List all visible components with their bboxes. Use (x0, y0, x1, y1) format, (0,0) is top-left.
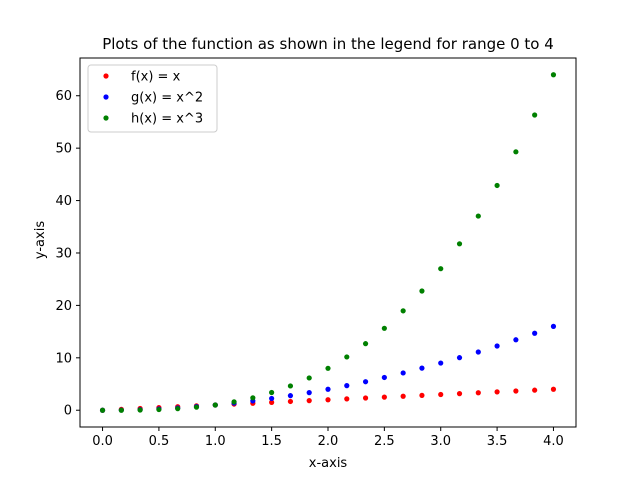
data-point (475, 390, 481, 396)
y-tick-label: 10 (55, 351, 72, 366)
legend-label: g(x) = x^2 (131, 91, 203, 106)
data-point (419, 365, 425, 371)
data-point (400, 308, 406, 314)
data-point (362, 341, 369, 347)
y-tick-label: 30 (55, 246, 72, 261)
data-point (381, 374, 387, 381)
data-point (344, 396, 350, 402)
data-point (306, 390, 312, 396)
x-tick-label: 3.0 (430, 434, 451, 449)
chart-title: Plots of the function as shown in the le… (102, 35, 554, 53)
data-point (494, 389, 500, 395)
data-point (137, 407, 143, 413)
data-point (306, 398, 312, 404)
data-point (475, 213, 481, 219)
x-axis-label: x-axis (309, 456, 348, 471)
data-point (550, 72, 557, 78)
x-tick-label: 4.0 (543, 434, 564, 449)
data-point (99, 407, 106, 413)
data-point (287, 383, 294, 389)
series-3 (99, 72, 557, 413)
data-point (400, 393, 406, 399)
x-tick-label: 2.5 (374, 434, 395, 449)
y-tick-label: 40 (55, 194, 72, 209)
data-point (475, 349, 481, 355)
data-point (325, 386, 331, 392)
data-point (438, 360, 444, 366)
data-point (269, 399, 275, 405)
data-point (456, 391, 463, 397)
data-point (287, 398, 294, 405)
data-point (118, 407, 124, 413)
data-point (175, 406, 181, 412)
x-tick-label: 1.0 (205, 434, 226, 449)
y-tick-label: 20 (55, 299, 72, 314)
y-tick-label: 50 (55, 142, 72, 157)
legend-label: f(x) = x (131, 70, 181, 85)
data-point (456, 241, 463, 247)
data-point (381, 325, 387, 331)
legend-marker (103, 115, 109, 121)
data-point (456, 355, 463, 361)
data-point (231, 399, 237, 405)
legend-label: h(x) = x^3 (131, 112, 203, 127)
x-tick-label: 0.0 (92, 434, 113, 449)
y-tick-label: 0 (64, 404, 72, 419)
x-tick-label: 2.0 (318, 434, 339, 449)
data-point (269, 395, 275, 402)
data-point (532, 112, 538, 118)
data-point (193, 404, 200, 410)
data-point (344, 354, 350, 360)
data-points (99, 72, 557, 413)
legend: f(x) = x g(x) = x^2 h(x) = x^3 (87, 64, 218, 133)
legend-marker (103, 73, 109, 79)
data-point (156, 406, 162, 413)
data-point (438, 266, 444, 272)
x-tick-label: 1.5 (261, 434, 282, 449)
y-axis-label: y-axis (33, 221, 48, 259)
data-point (438, 391, 444, 398)
data-point (250, 395, 256, 401)
data-point (532, 387, 538, 393)
data-point (513, 337, 519, 343)
legend-box (87, 64, 218, 133)
data-point (550, 386, 557, 392)
data-point (419, 392, 425, 398)
data-point (513, 388, 519, 394)
plot-frame (79, 57, 577, 428)
x-tick-label: 0.5 (149, 434, 170, 449)
data-point (344, 383, 350, 389)
data-point (494, 182, 500, 189)
data-point (212, 402, 218, 408)
data-point (325, 365, 331, 371)
data-point (494, 343, 500, 349)
data-point (306, 375, 312, 381)
data-point (381, 394, 387, 400)
data-point (362, 395, 369, 401)
data-point (269, 389, 275, 396)
y-tick-label: 60 (55, 89, 72, 104)
data-point (419, 288, 425, 294)
x-tick-label: 3.5 (487, 434, 508, 449)
data-point (400, 370, 406, 376)
data-point (532, 330, 538, 336)
data-point (362, 379, 369, 385)
data-point (287, 393, 294, 399)
axis-ticks: 0.0 0.5 1.0 1.5 2.0 2.5 3.0 3.5 4.0 0 10 20 30 40 50 60 (55, 89, 563, 449)
legend-marker (103, 94, 109, 100)
data-point (513, 149, 519, 155)
data-point (325, 397, 331, 403)
data-point (550, 323, 557, 329)
